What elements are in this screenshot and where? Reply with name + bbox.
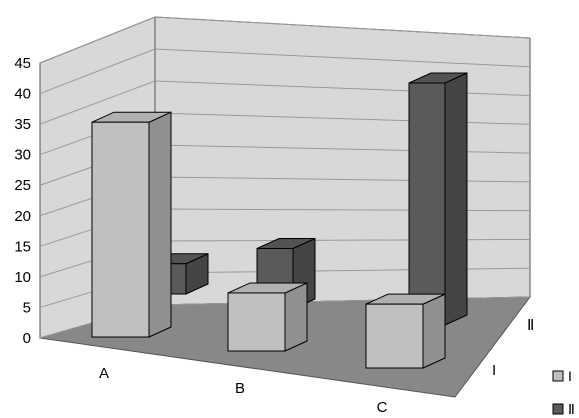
legend-swatch bbox=[552, 370, 564, 382]
bar-front-face bbox=[408, 82, 446, 326]
y-tick-label: 0 bbox=[23, 330, 31, 347]
bar-side-face bbox=[422, 293, 446, 369]
y-tick-label: 35 bbox=[14, 116, 31, 133]
depth-axis-labels: IⅡ bbox=[492, 317, 534, 379]
bar-II-C bbox=[408, 72, 468, 326]
bar-I-A bbox=[91, 111, 172, 338]
bar-side-face bbox=[284, 282, 308, 352]
bar-I-B bbox=[227, 282, 308, 352]
y-tick-label: 10 bbox=[14, 269, 31, 286]
y-tick-label: 25 bbox=[14, 177, 31, 194]
category-label: B bbox=[235, 380, 245, 397]
bar-front-face bbox=[227, 292, 286, 352]
bar-front-face bbox=[91, 121, 150, 338]
depth-label: Ⅱ bbox=[527, 317, 534, 334]
legend-label: Ⅱ bbox=[568, 401, 575, 417]
chart-back-wall bbox=[154, 16, 531, 306]
y-tick-label: 5 bbox=[23, 299, 31, 316]
gridline bbox=[39, 48, 531, 95]
bars bbox=[91, 72, 468, 369]
bar-I-C bbox=[365, 293, 446, 369]
legend: IⅡ bbox=[552, 368, 575, 417]
y-tick-label: 20 bbox=[14, 208, 31, 225]
legend-swatch bbox=[552, 403, 564, 415]
y-tick-label: 30 bbox=[14, 147, 31, 164]
y-tick-label: 40 bbox=[14, 86, 31, 103]
category-labels: A B C bbox=[99, 365, 388, 416]
y-tick-label: 15 bbox=[14, 238, 31, 255]
category-label: A bbox=[99, 365, 109, 382]
bar-side-face bbox=[444, 72, 468, 326]
category-label: C bbox=[377, 399, 388, 416]
gridline bbox=[39, 16, 531, 64]
legend-label: I bbox=[568, 368, 572, 384]
bar-front-face bbox=[365, 303, 424, 369]
bar-side-face bbox=[148, 111, 172, 338]
y-tick-label: 45 bbox=[14, 55, 31, 72]
depth-label: I bbox=[492, 362, 496, 379]
y-axis-ticks: 0 5 10 15 20 25 30 35 40 45 bbox=[14, 55, 31, 347]
gridline bbox=[39, 80, 531, 125]
